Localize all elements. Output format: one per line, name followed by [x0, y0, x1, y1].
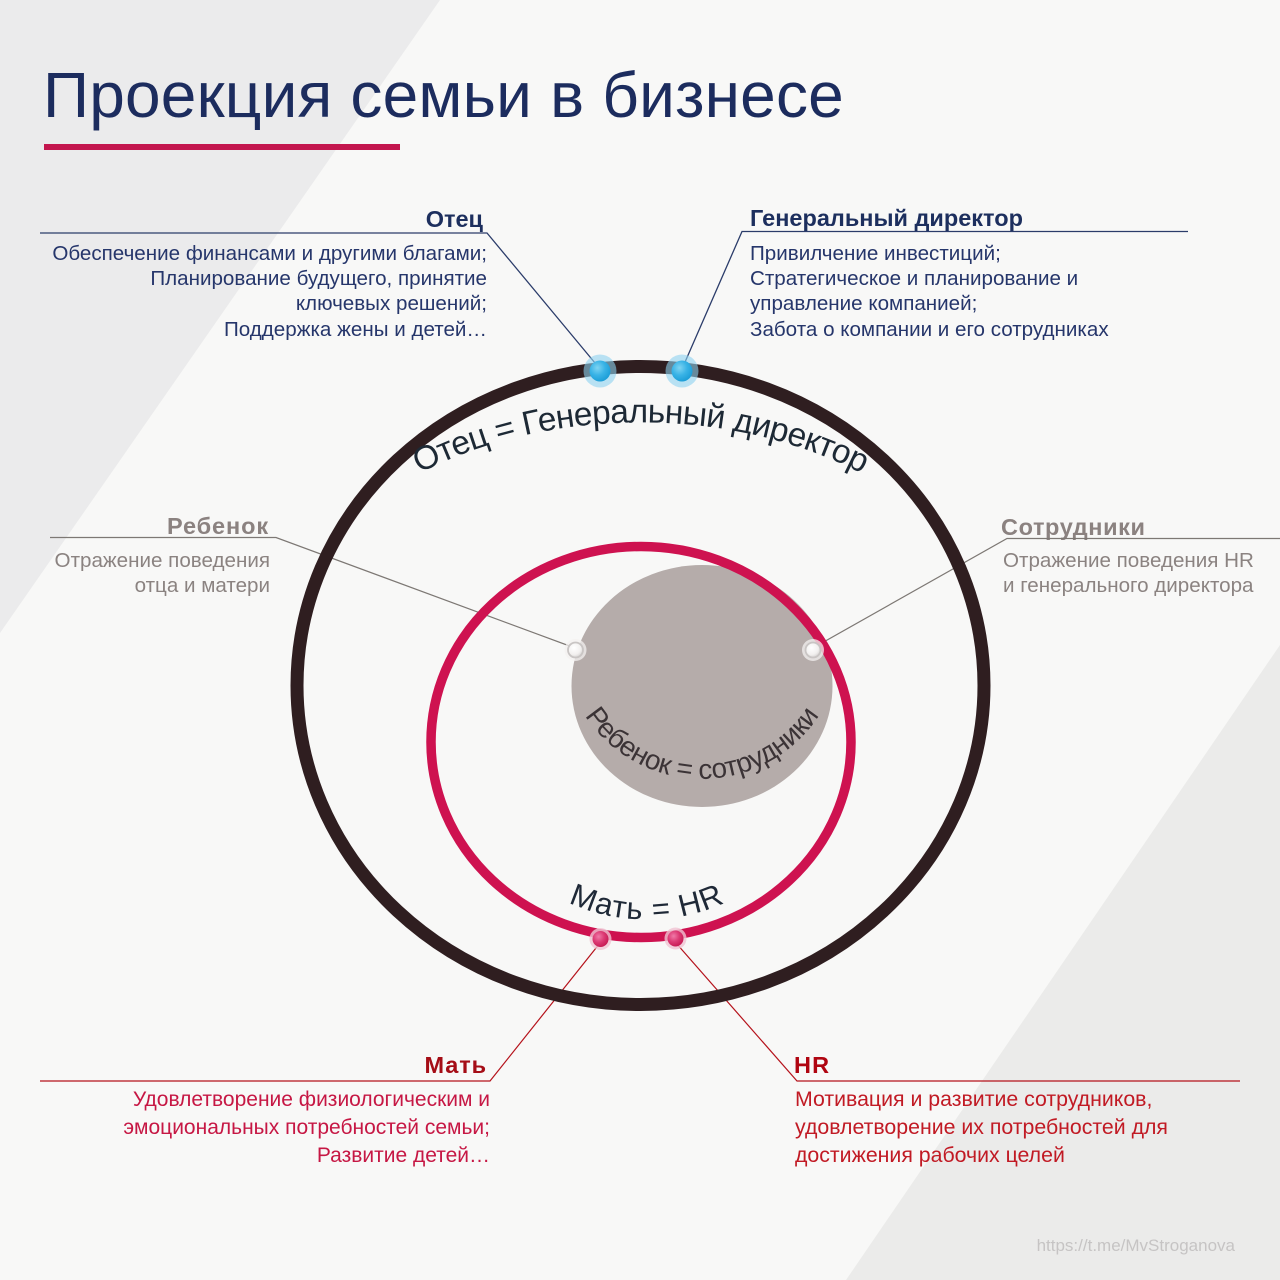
- svg-text:Мать = HR: Мать = HR: [566, 877, 729, 927]
